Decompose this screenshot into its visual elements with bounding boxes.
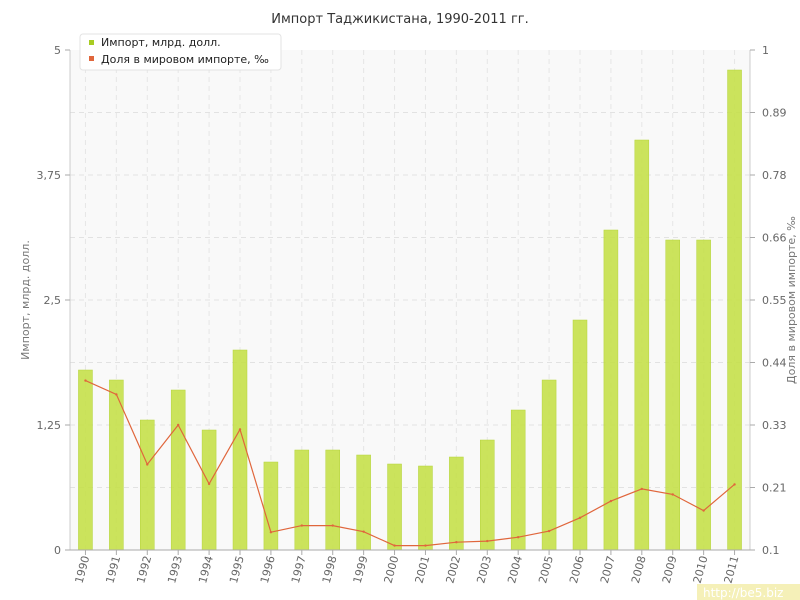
x-tick-label: 2004: [505, 554, 525, 584]
y-axis-title: Импорт, млрд. долл.: [19, 240, 32, 360]
y2-tick-label: 0.78: [762, 169, 787, 182]
legend: Импорт, млрд. долл. Доля в мировом импор…: [79, 33, 282, 71]
y2-tick-label: 1: [762, 44, 769, 57]
bar-1992: [140, 419, 155, 551]
y2-tick-label: 0.55: [762, 294, 787, 307]
bar-1994: [201, 429, 217, 551]
point-1990: [84, 379, 87, 382]
x-tick-label: 1993: [165, 554, 185, 584]
bar-2000: [387, 463, 402, 551]
x-tick-label: 2009: [660, 554, 680, 584]
point-1998: [331, 524, 334, 527]
point-1994: [207, 482, 211, 486]
bar-1990: [78, 369, 93, 551]
y-axis-ticks: 0 1,25 2,5 3,75 5: [37, 44, 70, 557]
legend-label-import: Импорт, млрд. долл.: [101, 36, 221, 49]
point-2004: [516, 536, 520, 539]
line-series-share: [84, 379, 736, 547]
legend-label-share: Доля в мировом импорте, ‰: [101, 53, 269, 66]
y2-tick-label: 0.89: [762, 107, 787, 120]
y2-tick-label: 0.33: [762, 419, 787, 432]
legend-swatch-share: [89, 56, 94, 61]
bar-1997: [294, 449, 310, 551]
y2-tick-label: 0.44: [762, 357, 787, 370]
point-2008: [640, 487, 644, 491]
point-1993: [176, 423, 180, 427]
y-tick-label: 2,5: [44, 294, 62, 307]
point-2000: [393, 544, 396, 547]
bar-1999: [356, 454, 371, 551]
x-tick-label: 1998: [320, 554, 340, 584]
x-tick-label: 1992: [134, 554, 154, 584]
point-1996: [269, 531, 273, 534]
x-tick-label: 2007: [598, 554, 618, 584]
x-tick-label: 2001: [413, 554, 433, 584]
x-tick-label: 2002: [443, 554, 463, 584]
bar-1998: [325, 449, 340, 551]
x-axis-ticks: 1990 1991 1992 1993 1994 1995 1996 1997 1998 1999…: [73, 550, 742, 585]
y2-axis-title: Доля в мировом импорте, ‰: [785, 216, 798, 384]
point-1992: [146, 463, 149, 466]
bar-2003: [480, 439, 495, 551]
y-tick-label: 1,25: [37, 419, 62, 432]
x-tick-label: 2003: [474, 554, 494, 584]
bar-2011: [727, 69, 742, 551]
bar-2002: [449, 456, 464, 551]
point-2007: [609, 499, 613, 503]
bar-1995: [232, 349, 248, 551]
point-2001: [424, 544, 427, 547]
x-tick-label: 1990: [73, 554, 93, 584]
x-tick-label: 2005: [536, 554, 556, 584]
bar-1993: [170, 389, 186, 551]
watermark: http://be5.biz: [697, 584, 800, 600]
watermark-text[interactable]: http://be5.biz: [703, 586, 783, 600]
legend-swatch-import: [89, 40, 94, 45]
y-tick-label: 0: [54, 544, 61, 557]
x-tick-label: 1996: [258, 554, 278, 584]
bar-2009: [665, 239, 680, 551]
y2-axis-ticks: 0.1 0.21 0.33 0.44 0.55 0.66 0.78 0.89 1: [750, 44, 787, 557]
bar-2010: [696, 239, 711, 551]
line-share-path: [85, 380, 735, 547]
point-2010: [702, 509, 705, 512]
bar-1996: [263, 461, 279, 551]
chart-title: Импорт Таджикистана, 1990-2011 гг.: [271, 12, 529, 27]
y-tick-label: 5: [54, 44, 61, 57]
x-tick-label: 1999: [351, 554, 371, 584]
x-tick-label: 2000: [382, 554, 402, 584]
y2-tick-label: 0.21: [762, 482, 787, 495]
legend-box: [79, 33, 282, 71]
bar-2004: [510, 409, 526, 551]
point-1995: [238, 428, 242, 431]
x-tick-label: 2010: [691, 554, 711, 584]
y2-tick-label: 0.66: [762, 232, 787, 245]
point-2002: [455, 541, 458, 544]
x-tick-label: 1994: [196, 554, 216, 584]
x-tick-label: 2006: [567, 554, 587, 584]
point-2005: [547, 529, 551, 533]
x-tick-label: 2008: [629, 554, 649, 584]
watermark-background: [697, 584, 800, 600]
point-2006: [578, 516, 582, 519]
point-1991: [115, 393, 118, 396]
bar-2005: [541, 379, 557, 551]
bar-2001: [418, 465, 433, 551]
point-1999: [362, 530, 365, 533]
point-2011: [733, 483, 736, 486]
y2-tick-label: 0.1: [762, 544, 780, 557]
y-tick-label: 3,75: [37, 169, 62, 182]
x-tick-label: 1997: [289, 554, 309, 584]
point-2009: [671, 493, 674, 496]
x-tick-label: 1995: [227, 554, 247, 584]
point-1997: [300, 524, 304, 527]
x-tick-label: 2011: [722, 554, 742, 584]
point-2003: [486, 539, 489, 543]
x-tick-label: 1991: [103, 554, 123, 584]
